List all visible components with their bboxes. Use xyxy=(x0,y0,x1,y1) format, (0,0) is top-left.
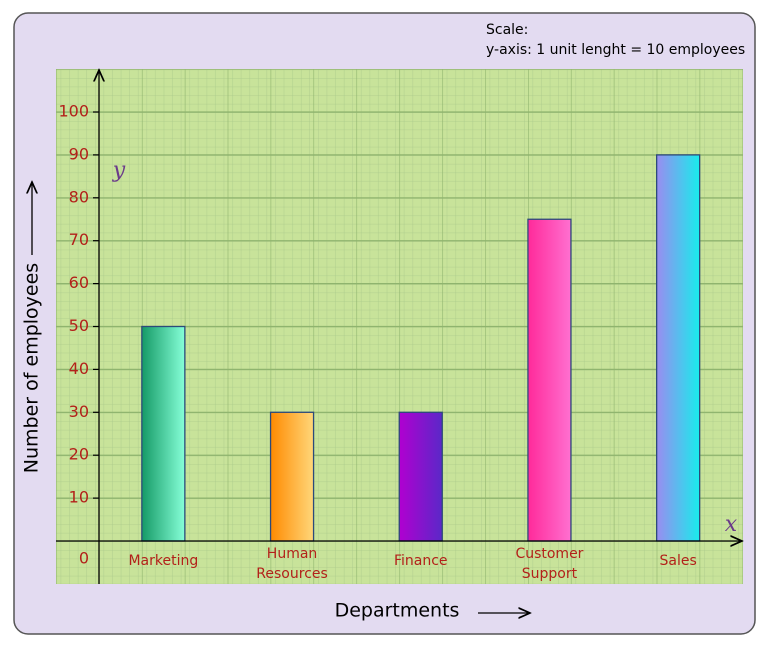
y-tick-label: 100 xyxy=(58,102,89,121)
y-tick-label: 70 xyxy=(69,230,89,249)
y-axis-title: Number of employees xyxy=(21,263,43,473)
bar xyxy=(656,154,701,542)
bar xyxy=(527,218,572,542)
y-tick-label: 0 xyxy=(79,549,89,568)
y-tick-label: 50 xyxy=(69,316,89,335)
scale-note: y-axis: 1 unit lenght = 10 employees xyxy=(486,42,745,58)
bar xyxy=(269,411,315,542)
y-tick-label: 80 xyxy=(69,187,89,206)
y-tick-label: 60 xyxy=(69,273,89,292)
x-axis-title: Departments xyxy=(335,600,460,622)
bar xyxy=(398,411,443,542)
y-tick-label: 30 xyxy=(69,402,89,421)
y-tick-label: 20 xyxy=(69,445,89,464)
x-tick-label: Marketing xyxy=(128,553,198,569)
x-tick-label: Sales xyxy=(660,553,697,569)
x-tick-label: Customer Support xyxy=(515,546,583,582)
y-tick-label: 40 xyxy=(69,359,89,378)
bar xyxy=(141,325,186,542)
y-symbol: y xyxy=(112,158,126,183)
x-symbol: x xyxy=(725,512,738,537)
y-tick-label: 90 xyxy=(69,144,89,163)
x-tick-label: Human Resources xyxy=(256,546,328,582)
scale-note: Scale: xyxy=(486,22,528,38)
y-tick-label: 10 xyxy=(69,488,89,507)
x-tick-label: Finance xyxy=(394,553,448,569)
